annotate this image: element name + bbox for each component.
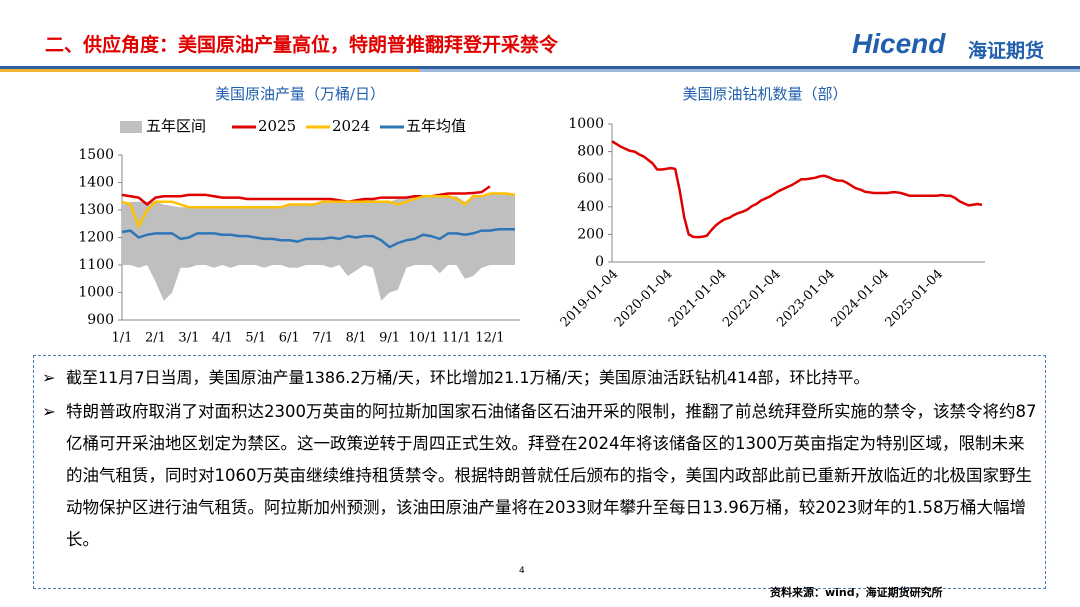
series-line	[121, 228, 515, 249]
y-tick-label: 900	[87, 312, 114, 328]
x-tick-label: 2025-01-04	[883, 267, 947, 331]
page-number: 4	[519, 566, 525, 576]
x-tick-label: 7/1	[312, 331, 333, 346]
x-tick-label: 11/1	[442, 331, 471, 346]
bullet: 特朗普政府取消了对面积达2300万英亩的阿拉斯加国家石油储备区石油开采的限制，推…	[42, 396, 1037, 556]
x-tick-label: 9/1	[379, 331, 400, 346]
y-tick-label: 1100	[78, 257, 114, 273]
logo-cn: 海证期货	[968, 40, 1045, 62]
y-tick-label: 1000	[568, 116, 604, 132]
legend-swatch	[120, 121, 142, 133]
legend-label: 2024	[332, 117, 370, 135]
y-tick-label: 1000	[78, 285, 114, 301]
x-tick-label: 8/1	[346, 331, 367, 346]
y-tick-label: 1300	[78, 202, 114, 218]
x-tick-label: 3/1	[178, 331, 199, 346]
source: 资料来源：wind，海证期货研究所	[770, 586, 943, 599]
x-tick-label: 2/1	[145, 331, 166, 346]
header-rule-accent	[0, 69, 420, 72]
legend-label: 五年区间	[146, 117, 206, 135]
logo: Hicend	[852, 28, 946, 59]
y-tick-label: 200	[577, 226, 604, 242]
bullet: 截至11月7日当周，美国原油产量1386.2万桶/天，环比增加21.1万桶/天；…	[42, 362, 1037, 394]
y-tick-label: 1500	[78, 147, 114, 163]
series-line	[611, 140, 983, 239]
x-tick-label: 12/1	[475, 331, 504, 346]
x-tick-label: 1/1	[112, 331, 133, 346]
text-box: 截至11月7日当周，美国原油产量1386.2万桶/天，环比增加21.1万桶/天；…	[33, 355, 1046, 589]
chart-title: 美国原油钻机数量（部）	[682, 85, 847, 103]
series-line	[121, 192, 516, 228]
y-tick-label: 400	[577, 199, 604, 215]
x-tick-label: 5/1	[245, 331, 266, 346]
slide-title: 二、供应角度：美国原油产量高位，特朗普推翻拜登开采禁令	[45, 34, 559, 56]
legend-label: 2025	[258, 117, 296, 135]
y-tick-label: 800	[577, 144, 604, 160]
chart-title: 美国原油产量（万桶/日）	[215, 85, 385, 103]
y-tick-label: 1200	[78, 230, 114, 246]
y-tick-label: 600	[577, 171, 604, 187]
header-rule	[0, 66, 1080, 69]
x-tick-label: 4/1	[212, 331, 233, 346]
x-tick-label: 6/1	[279, 331, 300, 346]
y-tick-label: 0	[595, 254, 604, 270]
range-area	[122, 193, 515, 301]
legend-label: 五年均值	[406, 117, 466, 135]
y-tick-label: 1400	[78, 175, 114, 191]
x-tick-label: 10/1	[408, 331, 437, 346]
header-rule-light	[420, 69, 1080, 72]
